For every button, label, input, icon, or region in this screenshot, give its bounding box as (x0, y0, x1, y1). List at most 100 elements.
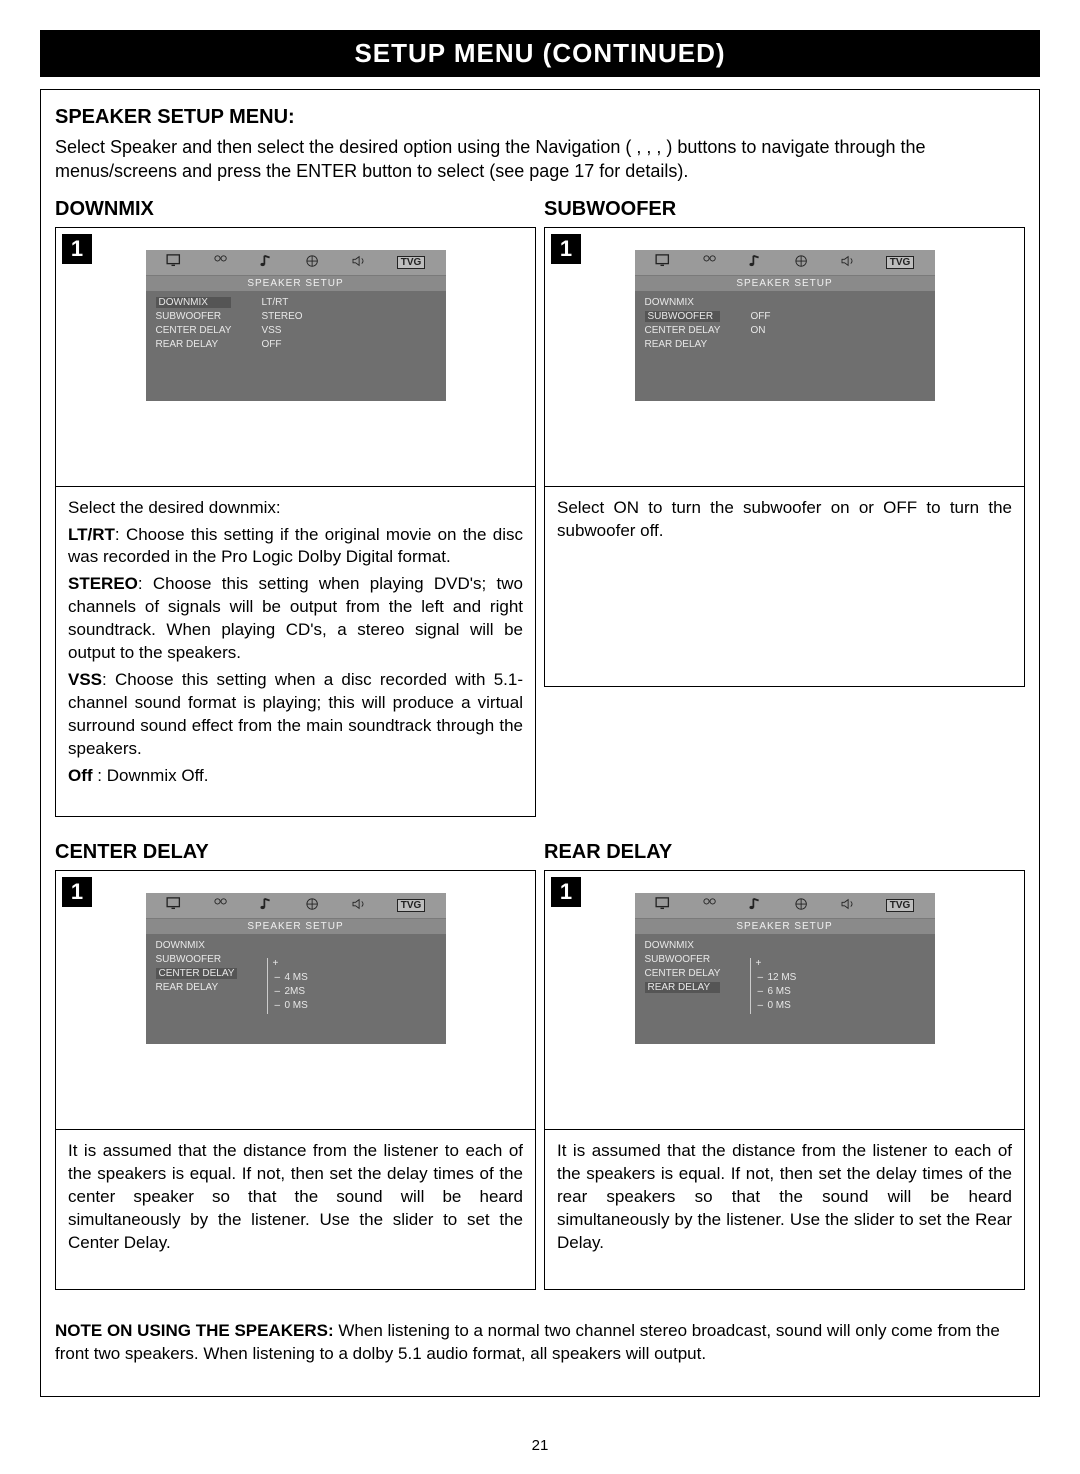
subwoofer-screenshot: 1 TVG SPEAKER SETUP DOWNMIX SU (544, 227, 1025, 487)
osd-item: REAR DELAY (645, 982, 721, 993)
osd-item: DOWNMIX (156, 940, 238, 951)
speakers-note: NOTE ON USING THE SPEAKERS: When listeni… (55, 1320, 1025, 1366)
subwoofer-desc-text: Select ON to turn the subwoofer on or OF… (557, 497, 1012, 543)
rear-delay-heading: REAR DELAY (544, 841, 1025, 864)
center-delay-screenshot: 1 TVG SPEAKER SETUP DOWNMIX SU (55, 870, 536, 1130)
slider-plus: + (272, 958, 307, 969)
osd-item: REAR DELAY (156, 339, 232, 350)
stereo-label: STEREO (68, 574, 138, 593)
osd-item: REAR DELAY (156, 982, 238, 993)
speaker-icon (840, 897, 858, 914)
osd-item: CENTER DELAY (645, 325, 721, 336)
step-badge: 1 (551, 877, 581, 907)
downmix-desc-intro: Select the desired downmix: (68, 497, 523, 520)
monitor-icon (655, 897, 673, 914)
osd-panel: TVG SPEAKER SETUP DOWNMIX SUBWOOFER CENT… (146, 250, 446, 401)
speaker-icon (351, 897, 369, 914)
vss-text: : Choose this setting when a disc record… (68, 670, 523, 758)
speaker-icon (351, 254, 369, 271)
osd-icon-row: TVG (635, 250, 935, 276)
osd-tab-title: SPEAKER SETUP (635, 276, 935, 291)
osd-left-list: DOWNMIX SUBWOOFER CENTER DELAY REAR DELA… (645, 297, 721, 371)
osd-left-list: DOWNMIX SUBWOOFER CENTER DELAY REAR DELA… (645, 940, 721, 1014)
music-icon (747, 897, 765, 914)
osd-option: LT/RT (261, 297, 302, 308)
downmix-screenshot: 1 TVG SPEAKER SETUP DOWNMIX SU (55, 227, 536, 487)
tvg-badge: TVG (886, 256, 915, 269)
osd-panel: TVG SPEAKER SETUP DOWNMIX SUBWOOFER CENT… (146, 893, 446, 1044)
speaker-setup-intro: Select Speaker and then select the desir… (55, 135, 1025, 184)
step-badge: 1 (62, 234, 92, 264)
slider-value: 6 MS (757, 986, 796, 997)
osd-body: DOWNMIX SUBWOOFER CENTER DELAY REAR DELA… (146, 934, 446, 1044)
osd-icon-row: TVG (146, 250, 446, 276)
osd-option: VSS (261, 325, 302, 336)
rear-delay-screenshot: 1 TVG SPEAKER SETUP DOWNMIX SU (544, 870, 1025, 1130)
monitor-icon (166, 254, 184, 271)
globe-icon (304, 254, 322, 271)
people-icon (701, 254, 719, 271)
subwoofer-description: Select ON to turn the subwoofer on or OF… (544, 487, 1025, 687)
content-frame: SPEAKER SETUP MENU: Select Speaker and t… (40, 89, 1040, 1397)
osd-body: DOWNMIX SUBWOOFER CENTER DELAY REAR DELA… (146, 291, 446, 401)
people-icon (701, 897, 719, 914)
note-label: NOTE ON USING THE SPEAKERS: (55, 1321, 334, 1340)
osd-item: DOWNMIX (645, 297, 721, 308)
osd-tab-title: SPEAKER SETUP (146, 919, 446, 934)
rear-delay-column: REAR DELAY 1 TVG SPEAKER SETUP (544, 841, 1025, 1290)
slider-plus: + (755, 958, 796, 969)
osd-option: STEREO (261, 311, 302, 322)
music-icon (258, 254, 276, 271)
globe-icon (793, 254, 811, 271)
speaker-setup-title: SPEAKER SETUP MENU: (55, 106, 1025, 129)
center-delay-column: CENTER DELAY 1 TVG SPEAKER SETUP (55, 841, 536, 1290)
music-icon (747, 254, 765, 271)
slider-value: 0 MS (757, 1000, 796, 1011)
off-label: Off (68, 766, 93, 785)
osd-panel: TVG SPEAKER SETUP DOWNMIX SUBWOOFER CENT… (635, 893, 935, 1044)
osd-option: ON (750, 325, 770, 336)
slider-value: 0 MS (274, 1000, 307, 1011)
downmix-ltrt: LT/RT: Choose this setting if the origin… (68, 524, 523, 570)
osd-item: SUBWOOFER (156, 954, 238, 965)
center-delay-description: It is assumed that the distance from the… (55, 1130, 536, 1290)
downmix-heading: DOWNMIX (55, 198, 536, 221)
osd-panel: TVG SPEAKER SETUP DOWNMIX SUBWOOFER CENT… (635, 250, 935, 401)
page-banner: SETUP MENU (CONTINUED) (40, 30, 1040, 77)
osd-body: DOWNMIX SUBWOOFER CENTER DELAY REAR DELA… (635, 291, 935, 401)
row-delays: CENTER DELAY 1 TVG SPEAKER SETUP (55, 841, 1025, 1290)
downmix-column: DOWNMIX 1 TVG SPEAKER SETUP D (55, 198, 536, 817)
osd-item: SUBWOOFER (645, 954, 721, 965)
downmix-stereo: STEREO: Choose this setting when playing… (68, 573, 523, 665)
osd-item: CENTER DELAY (645, 968, 721, 979)
vss-label: VSS (68, 670, 102, 689)
people-icon (212, 897, 230, 914)
speaker-icon (840, 254, 858, 271)
osd-option: OFF (750, 311, 770, 322)
osd-slider: + 12 MS 6 MS 0 MS (750, 958, 796, 1014)
osd-item: SUBWOOFER (645, 311, 721, 322)
osd-left-list: DOWNMIX SUBWOOFER CENTER DELAY REAR DELA… (156, 940, 238, 1014)
ltrt-label: LT/RT (68, 525, 115, 544)
osd-slider: + 4 MS 2MS 0 MS (267, 958, 307, 1014)
slider-value: 2MS (274, 986, 307, 997)
rear-delay-description: It is assumed that the distance from the… (544, 1130, 1025, 1290)
subwoofer-column: SUBWOOFER 1 TVG SPEAKER SETUP (544, 198, 1025, 817)
tvg-badge: TVG (397, 899, 426, 912)
globe-icon (793, 897, 811, 914)
osd-item: DOWNMIX (645, 940, 721, 951)
osd-tab-title: SPEAKER SETUP (146, 276, 446, 291)
monitor-icon (166, 897, 184, 914)
slider-value: 12 MS (757, 972, 796, 983)
osd-icon-row: TVG (635, 893, 935, 919)
osd-option: OFF (261, 339, 302, 350)
osd-right-list: LT/RT STEREO VSS OFF (261, 297, 302, 371)
osd-item: REAR DELAY (645, 339, 721, 350)
osd-item: CENTER DELAY (156, 968, 238, 979)
slider-value: 4 MS (274, 972, 307, 983)
osd-icon-row: TVG (146, 893, 446, 919)
globe-icon (304, 897, 322, 914)
tvg-badge: TVG (886, 899, 915, 912)
osd-body: DOWNMIX SUBWOOFER CENTER DELAY REAR DELA… (635, 934, 935, 1044)
osd-item: SUBWOOFER (156, 311, 232, 322)
